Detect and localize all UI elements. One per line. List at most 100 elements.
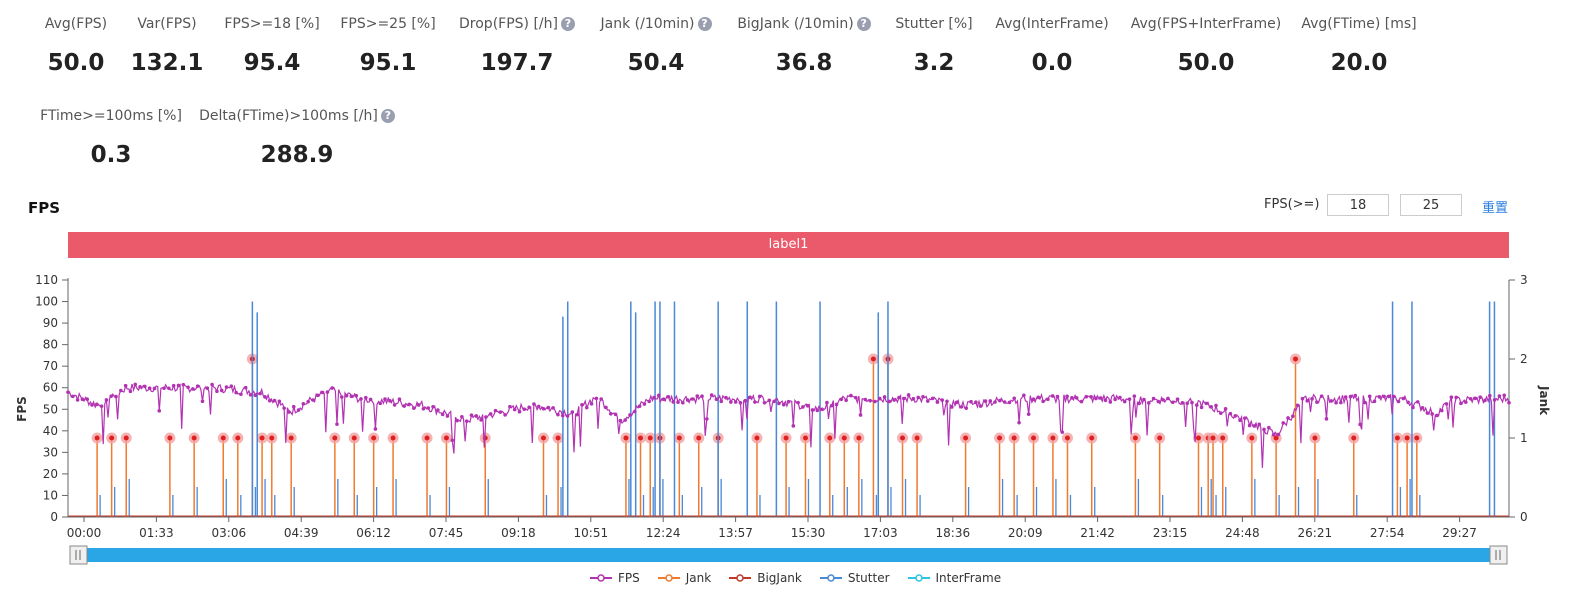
fps-point	[474, 414, 479, 418]
fps-point	[1219, 411, 1223, 415]
fps-point	[1204, 401, 1209, 406]
fps-point	[777, 401, 781, 406]
fps-point	[1463, 400, 1468, 404]
fps-point	[1310, 397, 1314, 401]
fps-point	[1007, 400, 1012, 405]
fps-point	[368, 397, 373, 402]
fps-point	[1459, 401, 1463, 406]
fps-point	[239, 392, 243, 397]
fps-point	[1041, 399, 1045, 404]
fps-point	[114, 394, 118, 399]
fps-point	[171, 383, 176, 388]
stat-label: Delta(FTime)>100ms [/h]?	[187, 108, 407, 124]
fps-point	[661, 397, 666, 401]
fps-point	[1012, 396, 1017, 401]
fps-point	[921, 395, 925, 399]
fps-point	[1022, 393, 1026, 398]
fps-point	[810, 408, 815, 412]
legend-item-fps[interactable]: FPS	[590, 571, 640, 585]
fps-line	[67, 382, 1510, 468]
reset-button[interactable]: 重置	[1482, 201, 1509, 216]
legend-item-bigjank[interactable]: BigJank	[729, 571, 802, 585]
fps-point	[267, 398, 272, 403]
fps-point	[306, 399, 310, 404]
label-bar[interactable]: label1	[68, 232, 1509, 258]
stat-label-text: FPS>=18 [%]	[224, 16, 320, 32]
fps-point	[729, 400, 733, 404]
help-icon[interactable]: ?	[380, 109, 395, 123]
jank-point	[259, 435, 265, 441]
fps-threshold-low-input[interactable]	[1327, 194, 1389, 216]
fps-point	[834, 402, 839, 407]
fps-point	[527, 405, 531, 410]
legend-item-jank[interactable]: Jank	[657, 571, 711, 585]
y-tick-label: 110	[35, 273, 58, 287]
chart-title: FPS	[28, 199, 61, 217]
legend-swatch-icon	[590, 574, 612, 582]
x-tick-label: 17:03	[863, 526, 898, 540]
zoom-handle-left[interactable]	[69, 545, 88, 565]
fps-point	[584, 405, 589, 410]
zoom-slider-track	[70, 548, 1507, 562]
fps-point	[392, 403, 397, 407]
fps-point	[1132, 394, 1137, 398]
fps-point	[80, 397, 85, 402]
fps-point	[709, 393, 714, 397]
x-tick-label: 07:45	[429, 526, 464, 540]
stat-block: FTime>=100ms [%] 0.3	[1, 108, 221, 168]
fps-point	[796, 400, 800, 405]
fps-point	[829, 403, 834, 408]
fps-point	[546, 405, 551, 410]
fps-point	[508, 404, 512, 409]
fps-point	[1497, 394, 1502, 398]
jank-point	[870, 356, 876, 362]
legend-label: InterFrame	[935, 571, 1002, 585]
fps-point	[469, 413, 474, 417]
fps-point	[685, 398, 690, 402]
fps-point	[1050, 394, 1055, 398]
fps-point	[1430, 412, 1434, 416]
jank-point	[841, 435, 847, 441]
stat-label-text: Avg(FPS)	[44, 16, 108, 32]
help-icon[interactable]: ?	[856, 17, 871, 31]
stat-label-text: Var(FPS)	[137, 16, 197, 32]
y-tick-label: 60	[43, 381, 58, 395]
fps-point	[940, 398, 945, 402]
fps-point	[868, 398, 872, 403]
fps-point	[1199, 405, 1204, 410]
fps-point	[983, 399, 988, 403]
jank-point	[623, 435, 629, 441]
fps-point	[450, 438, 455, 443]
fps-point	[464, 419, 469, 423]
legend-item-interframe[interactable]: InterFrame	[907, 571, 1002, 585]
fps-threshold-high-input[interactable]	[1400, 194, 1462, 216]
stat-label-text: Stutter [%]	[895, 16, 973, 32]
fps-point	[560, 413, 565, 418]
x-tick-label: 29:27	[1442, 526, 1477, 540]
fps-point	[484, 415, 488, 419]
fps-point	[498, 410, 503, 414]
fps-point	[1276, 432, 1281, 437]
help-icon[interactable]: ?	[560, 17, 575, 31]
fps-point	[608, 411, 613, 416]
fps-point	[954, 400, 959, 405]
legend-swatch-icon	[657, 574, 680, 582]
fps-point	[373, 427, 378, 431]
x-tick-label: 09:18	[501, 526, 536, 540]
legend-label: BigJank	[757, 571, 802, 585]
fps-point	[925, 399, 930, 403]
legend-item-stutter[interactable]: Stutter	[819, 571, 890, 585]
fps-point	[844, 398, 848, 403]
help-icon[interactable]: ?	[697, 17, 712, 31]
fps-point	[1142, 397, 1146, 402]
x-tick-label: 20:09	[1008, 526, 1043, 540]
jank-point	[997, 435, 1003, 441]
fps-point	[695, 394, 700, 398]
fps-point	[853, 395, 858, 400]
fps-point	[791, 424, 796, 428]
legend-swatch-icon	[729, 574, 752, 582]
fps-point	[632, 409, 637, 414]
zoom-handle-right[interactable]	[1489, 545, 1508, 565]
fps-point	[344, 393, 349, 398]
fps-point	[119, 388, 123, 393]
